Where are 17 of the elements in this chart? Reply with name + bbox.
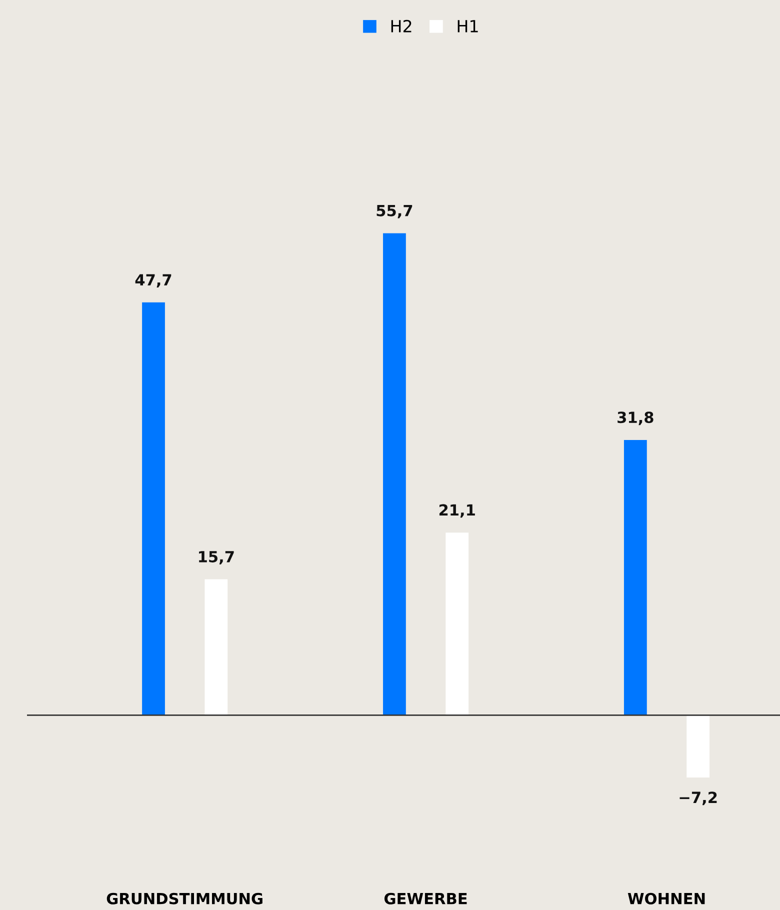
bar — [446, 532, 469, 716]
legend-label: H2 — [391, 20, 412, 32]
x-tick-label: GRUNDSTIMMUNG — [106, 892, 262, 904]
legend-label: H1 — [458, 20, 478, 32]
bar — [383, 233, 406, 716]
x-tick-label: GEWERBE — [384, 892, 467, 904]
bar — [204, 579, 228, 716]
data-label: −7,2 — [680, 792, 717, 806]
data-label: 15,7 — [199, 551, 234, 564]
data-label: 31,8 — [618, 412, 654, 426]
bar — [686, 715, 710, 778]
bar — [142, 302, 165, 716]
bar — [624, 440, 647, 716]
data-label: 21,1 — [439, 504, 475, 518]
x-tick-label: WOHNEN — [628, 892, 705, 904]
data-label: 47,7 — [135, 274, 172, 288]
data-label: 55,7 — [376, 204, 412, 218]
